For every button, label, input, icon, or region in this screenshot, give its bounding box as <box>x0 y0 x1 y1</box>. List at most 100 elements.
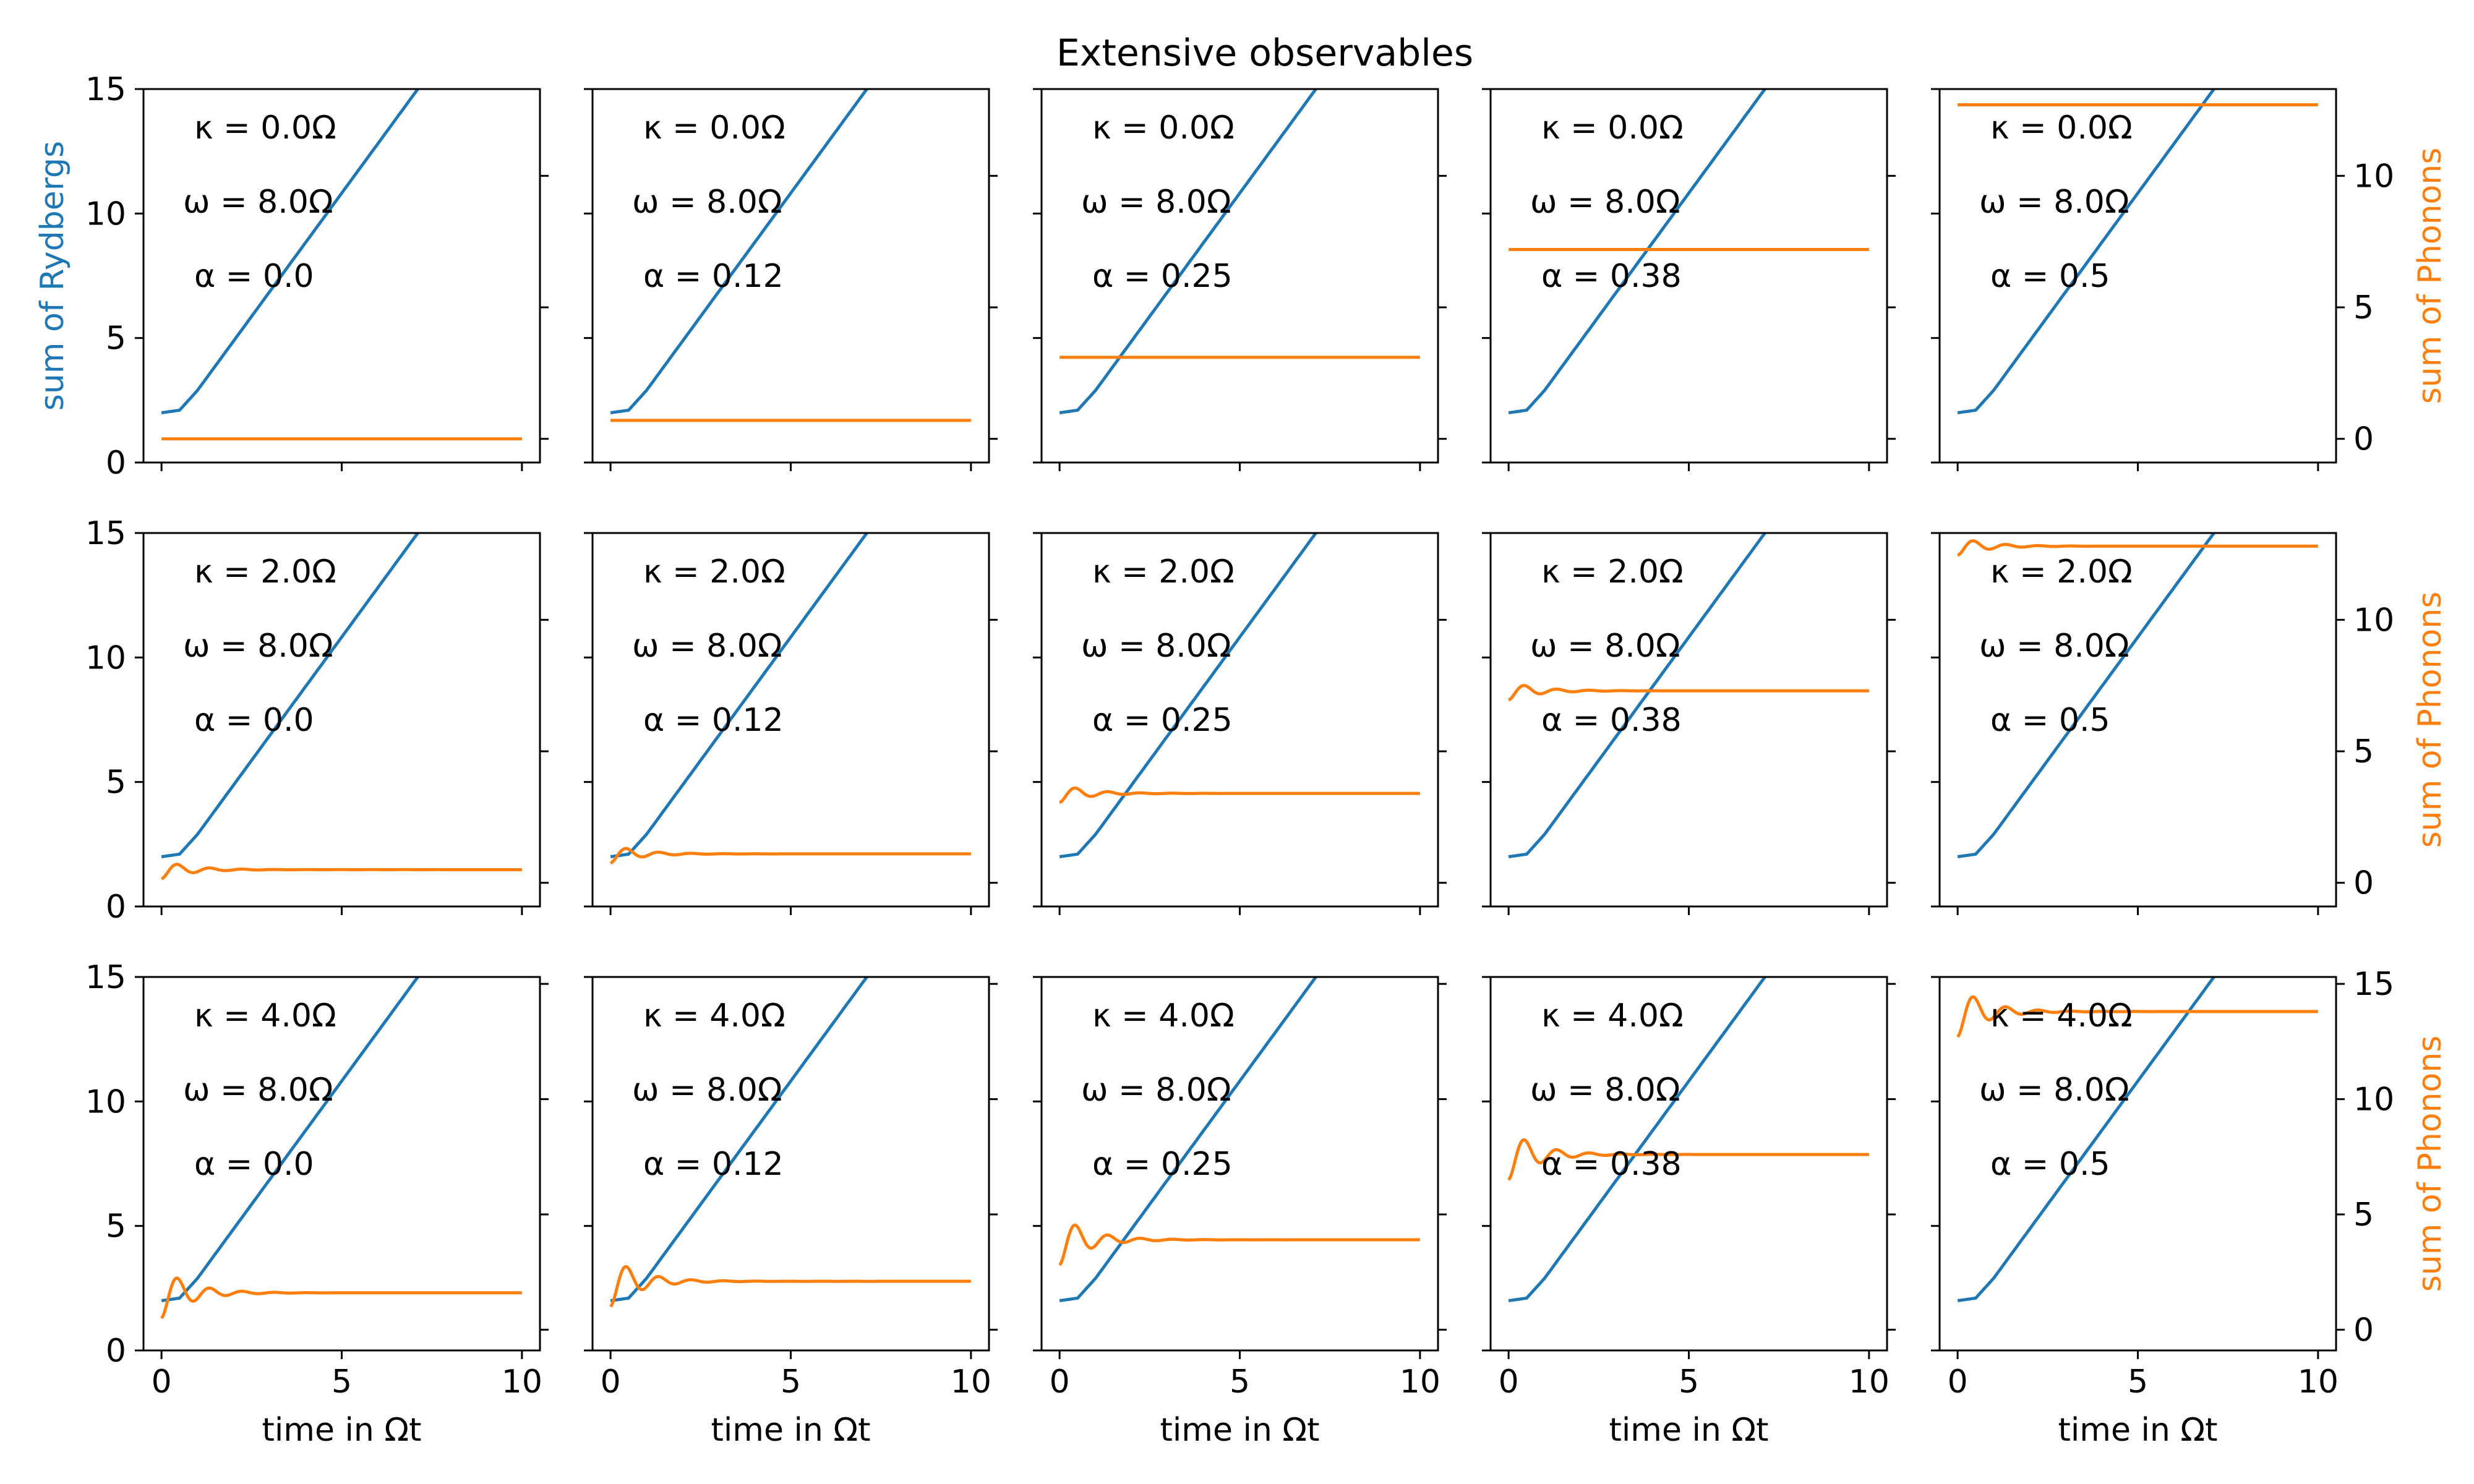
alpha-label: α = 0.38 <box>1541 258 1682 295</box>
y-tick-label-right: 10 <box>2353 158 2394 195</box>
omega-label: ω = 8.0Ω <box>1530 628 1680 665</box>
y-tick-label-left: 10 <box>85 195 126 232</box>
alpha-label: α = 0.0 <box>194 702 314 739</box>
x-axis-label: time in Ωt <box>1609 1412 1768 1449</box>
x-tick-label: 0 <box>152 1363 172 1401</box>
x-tick-label: 5 <box>1679 1363 1699 1401</box>
alpha-label: α = 0.5 <box>1990 1146 2110 1183</box>
y-tick-label-right: 15 <box>2353 966 2394 1003</box>
kappa-label: κ = 2.0Ω <box>1541 553 1684 591</box>
rydberg-line <box>1957 533 2216 858</box>
phonon-line <box>161 863 522 881</box>
x-axis-label: time in Ωt <box>1160 1412 1319 1449</box>
phonon-line <box>160 1276 522 1320</box>
y-tick-label-left: 15 <box>85 959 126 996</box>
y-tick-label-right: 0 <box>2353 1311 2374 1349</box>
panel-r2-c2: 0 5 10 time in Ωt κ = 4.0Ω ω = 8.0Ω α = 0.25 <box>1033 976 1447 1449</box>
rydberg-line <box>161 89 420 414</box>
figure-title: Extensive observables <box>1056 32 1473 75</box>
alpha-label: α = 0.5 <box>1990 258 2110 295</box>
phonon-line <box>609 1264 971 1308</box>
kappa-label: κ = 0.0Ω <box>194 109 336 147</box>
y-tick-label-left: 0 <box>106 889 126 926</box>
y-tick-label-right: 10 <box>2353 602 2394 639</box>
alpha-label: α = 0.38 <box>1541 702 1682 739</box>
y-tick-label-left: 15 <box>85 515 126 552</box>
alpha-label: α = 0.12 <box>643 258 784 295</box>
rydberg-line <box>1508 977 1767 1302</box>
alpha-label: α = 0.25 <box>1092 258 1233 295</box>
x-axis-label: time in Ωt <box>711 1412 870 1449</box>
alpha-label: α = 0.5 <box>1990 702 2110 739</box>
rydberg-line <box>1957 977 2216 1302</box>
y-tick-label-left: 15 <box>85 71 126 108</box>
panel-r2-c3: 0 5 10 time in Ωt κ = 4.0Ω ω = 8.0Ω α = 0.38 <box>1482 976 1896 1449</box>
alpha-label: α = 0.25 <box>1092 702 1233 739</box>
kappa-label: κ = 2.0Ω <box>1990 553 2133 591</box>
kappa-label: κ = 4.0Ω <box>194 997 336 1034</box>
y-tick-label-right: 5 <box>2353 1196 2374 1234</box>
y-axis-label-right: sum of Phonons <box>2412 1036 2449 1292</box>
kappa-label: κ = 4.0Ω <box>1092 997 1235 1034</box>
y-tick-label-right: 5 <box>2353 733 2374 770</box>
omega-label: ω = 8.0Ω <box>1979 628 2129 665</box>
rydberg-line <box>610 89 869 414</box>
y-tick-label-left: 0 <box>106 1333 126 1370</box>
omega-label: ω = 8.0Ω <box>1081 1072 1231 1109</box>
rydberg-line <box>161 977 420 1302</box>
x-tick-label: 0 <box>601 1363 621 1401</box>
x-tick-label: 10 <box>951 1363 991 1401</box>
x-tick-label: 10 <box>2298 1363 2339 1401</box>
alpha-label: α = 0.25 <box>1092 1146 1233 1183</box>
y-tick-label-left: 5 <box>106 320 126 357</box>
y-tick-label-right: 0 <box>2353 421 2374 458</box>
omega-label: ω = 8.0Ω <box>1530 184 1680 221</box>
kappa-label: κ = 4.0Ω <box>1990 997 2133 1034</box>
x-tick-label: 10 <box>1400 1363 1440 1401</box>
y-tick-label-left: 0 <box>106 445 126 482</box>
x-tick-label: 0 <box>1499 1363 1519 1401</box>
y-axis-label-right: sum of Phonons <box>2412 592 2449 848</box>
omega-label: ω = 8.0Ω <box>1979 1072 2129 1109</box>
x-tick-label: 5 <box>781 1363 801 1401</box>
x-axis-label: time in Ωt <box>262 1412 421 1449</box>
x-axis-label: time in Ωt <box>2058 1412 2217 1449</box>
panel-r0-c0: 0 5 10 15 κ = 0.0Ω ω = 8.0Ω α = 0.0 sum of Rydb… <box>34 71 549 482</box>
omega-label: ω = 8.0Ω <box>632 628 782 665</box>
panel-r1-c2: κ = 2.0Ω ω = 8.0Ω α = 0.25 <box>1033 532 1447 915</box>
omega-label: ω = 8.0Ω <box>1081 628 1231 665</box>
x-tick-label: 10 <box>502 1363 542 1401</box>
rydberg-line <box>1059 977 1318 1302</box>
alpha-label: α = 0.0 <box>194 258 314 295</box>
panel-r1-c3: κ = 2.0Ω ω = 8.0Ω α = 0.38 <box>1482 532 1896 915</box>
rydberg-line <box>1508 533 1767 858</box>
rydberg-line <box>161 533 420 858</box>
panel-r1-c0: 0 5 10 15 κ = 2.0Ω ω = 8.0Ω α = 0.0 <box>85 515 549 926</box>
panel-r0-c3: κ = 0.0Ω ω = 8.0Ω α = 0.38 <box>1482 88 1896 471</box>
kappa-label: κ = 0.0Ω <box>1990 109 2133 147</box>
panel-r1-c4: 0 5 10 κ = 2.0Ω ω = 8.0Ω α = 0.5 sum of Phonon… <box>1931 532 2449 915</box>
alpha-label: α = 0.0 <box>194 1146 314 1183</box>
phonon-line <box>1058 1223 1420 1266</box>
omega-label: ω = 8.0Ω <box>183 184 333 221</box>
alpha-label: α = 0.12 <box>643 1146 784 1183</box>
y-tick-label-left: 5 <box>106 1208 126 1245</box>
panel-r2-c0: 0 5 10 time in Ωt 0 5 10 15 κ = 4.0Ω ω = 8.0Ω α = … <box>85 959 549 1449</box>
phonon-line <box>610 846 971 865</box>
x-tick-label: 5 <box>332 1363 352 1401</box>
omega-label: ω = 8.0Ω <box>1530 1072 1680 1109</box>
phonon-line <box>1508 684 1869 702</box>
panel-r2-c4: 0 5 10 time in Ωt 0 5 10 15 κ = 4.0Ω ω = 8.0Ω α = … <box>1931 966 2449 1449</box>
kappa-label: κ = 2.0Ω <box>643 553 785 591</box>
omega-label: ω = 8.0Ω <box>183 1072 333 1109</box>
kappa-label: κ = 2.0Ω <box>1092 553 1235 591</box>
x-tick-label: 5 <box>1230 1363 1250 1401</box>
x-tick-label: 0 <box>1050 1363 1070 1401</box>
phonon-line <box>1507 1138 1869 1181</box>
kappa-label: κ = 2.0Ω <box>194 553 336 591</box>
y-tick-label-right: 5 <box>2353 289 2374 326</box>
y-tick-label-left: 10 <box>85 1083 126 1120</box>
rydberg-line <box>1957 89 2216 414</box>
y-axis-label-left: sum of Rydbergs <box>34 141 71 411</box>
